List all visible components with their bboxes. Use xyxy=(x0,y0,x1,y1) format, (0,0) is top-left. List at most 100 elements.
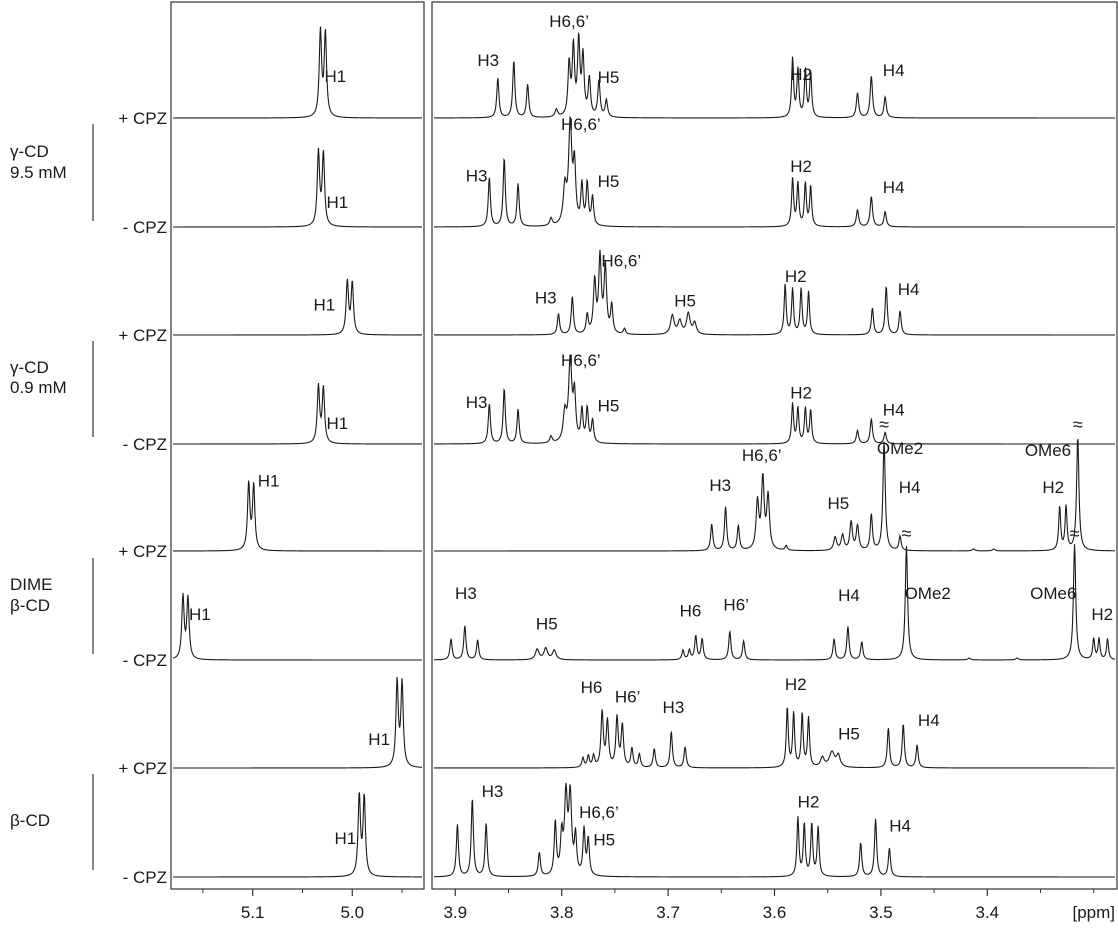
spectrum-trace xyxy=(434,249,1115,336)
spectrum-trace xyxy=(172,592,422,661)
row-label: + CPZ xyxy=(118,542,167,561)
row-label: - CPZ xyxy=(123,435,167,454)
peak-label: H3 xyxy=(466,393,488,412)
spectrum-7: H1 H3 H6,6’ H5 H2 H4 xyxy=(173,782,1115,878)
group-label: β-CD xyxy=(10,811,50,830)
peak-label: H4 xyxy=(899,478,921,497)
peak-label: H6 xyxy=(581,678,603,697)
peak-label: H1 xyxy=(314,295,336,314)
spectrum-trace xyxy=(433,544,1116,661)
peak-label: H4 xyxy=(889,816,911,835)
peak-label: H4 xyxy=(883,61,905,80)
spectrum-trace xyxy=(173,479,422,552)
spectrum-trace xyxy=(173,383,422,445)
spectrum-trace xyxy=(434,438,1116,552)
spectrum-trace xyxy=(434,707,1115,769)
spectra-traces: H1 H3 H6,6’ H5 H2 H4 H1 H3 H6,6’ H5 H2 H4 H1 H3 H6,6’ H… xyxy=(172,12,1116,878)
tick-label: 3.4 xyxy=(975,903,999,922)
tick-label: 3.9 xyxy=(443,903,467,922)
panel-h1-frame xyxy=(170,1,425,890)
spectrum-4: H1 H3 H6,6’ H5 OMe2 H4 OMe6 H2 xyxy=(173,438,1116,552)
spectrum-1: H1 H3 H6,6’ H5 H2 H4 xyxy=(173,115,1115,228)
peak-label: H2 xyxy=(785,267,807,286)
spectrum-trace xyxy=(173,278,422,336)
row-label: + CPZ xyxy=(118,326,167,345)
peak-label: H5 xyxy=(593,831,615,850)
row-label: - CPZ xyxy=(123,218,167,237)
peak-label: H3 xyxy=(709,476,731,495)
peak-label: H2 xyxy=(785,675,807,694)
peak-label: H1 xyxy=(258,471,280,490)
peak-label: H2 xyxy=(790,157,812,176)
peak-label: H2 xyxy=(790,65,812,84)
x-axis-ticks: 5.1 5.0 3.9 3.8 3.7 3.6 3.5 3.4 xyxy=(202,889,1095,922)
spectrum-trace xyxy=(433,782,1115,878)
truncation-mark: ≈ xyxy=(1070,523,1080,543)
tick-label: 3.6 xyxy=(763,903,787,922)
peak-label: H6,6’ xyxy=(561,351,601,370)
peak-label: H6,6’ xyxy=(742,446,782,465)
spectrum-trace xyxy=(434,31,1115,119)
group-label: β-CD xyxy=(10,596,50,615)
peak-label: H6,6’ xyxy=(549,12,589,31)
peak-label: H6,6’ xyxy=(561,115,601,134)
spectrum-5: H1 H3 H5 H6 H6’ H4 OMe2 OMe6 H2 xyxy=(172,544,1116,661)
peak-label: H5 xyxy=(838,725,860,744)
group-label: 9.5 mM xyxy=(10,163,67,182)
peak-label: H1 xyxy=(326,414,348,433)
peak-label: H5 xyxy=(674,292,696,311)
truncation-mark: ≈ xyxy=(879,414,889,434)
peak-label: H2 xyxy=(798,793,820,812)
spectrum-6: H1 H6 H6’ H3 H2 H5 H4 xyxy=(173,675,1115,769)
spectrum-trace xyxy=(173,147,422,228)
group-label: γ-CD xyxy=(10,358,49,377)
spectrum-3: H1 H3 H6,6’ H5 H2 H4 xyxy=(173,351,1115,445)
peak-label: H5 xyxy=(598,397,620,416)
peak-label: H6 xyxy=(680,601,702,620)
peak-label: H5 xyxy=(598,68,620,87)
peak-label: H3 xyxy=(535,289,557,308)
peak-label: H4 xyxy=(898,280,920,299)
spectrum-trace xyxy=(434,354,1115,445)
peak-label: H3 xyxy=(663,698,685,717)
x-unit-label: [ppm] xyxy=(1072,903,1115,922)
peak-label: OMe6 xyxy=(1030,584,1076,603)
row-label: - CPZ xyxy=(123,651,167,670)
peak-label: H5 xyxy=(598,172,620,191)
peak-label: H5 xyxy=(827,494,849,513)
peak-label: OMe2 xyxy=(877,439,923,458)
peak-label: H2 xyxy=(1091,605,1113,624)
row-labels: + CPZ - CPZ + CPZ - CPZ + CPZ - CPZ + CPZ - CPZ xyxy=(118,109,167,887)
peak-label: H1 xyxy=(334,829,356,848)
group-label: 0.9 mM xyxy=(10,378,67,397)
peak-label: H1 xyxy=(189,605,211,624)
tick-label: 5.0 xyxy=(340,903,364,922)
spectrum-trace xyxy=(173,26,422,119)
spectrum-trace xyxy=(173,792,422,878)
peak-label: H4 xyxy=(918,711,940,730)
peak-label: H6,6’ xyxy=(579,803,619,822)
spectrum-trace xyxy=(433,115,1115,228)
spectrum-0: H1 H3 H6,6’ H5 H2 H4 xyxy=(173,12,1115,119)
group-label: γ-CD xyxy=(10,142,49,161)
spectrum-trace xyxy=(173,677,423,769)
row-label: - CPZ xyxy=(123,868,167,887)
peak-label: OMe2 xyxy=(905,584,951,603)
peak-label: H1 xyxy=(326,193,348,212)
peak-label: H5 xyxy=(536,615,558,634)
row-label: + CPZ xyxy=(118,109,167,128)
peak-label: H3 xyxy=(477,51,499,70)
peak-label: H6,6’ xyxy=(601,252,641,271)
truncation-mark: ≈ xyxy=(901,523,911,543)
peak-label: H4 xyxy=(883,401,905,420)
peak-label: H2 xyxy=(1042,478,1064,497)
tick-label: 3.5 xyxy=(869,903,893,922)
tick-label: 3.7 xyxy=(656,903,680,922)
row-label: + CPZ xyxy=(118,759,167,778)
peak-label: H6’ xyxy=(615,687,641,706)
peak-label: H3 xyxy=(455,584,477,603)
peak-label: H4 xyxy=(883,178,905,197)
